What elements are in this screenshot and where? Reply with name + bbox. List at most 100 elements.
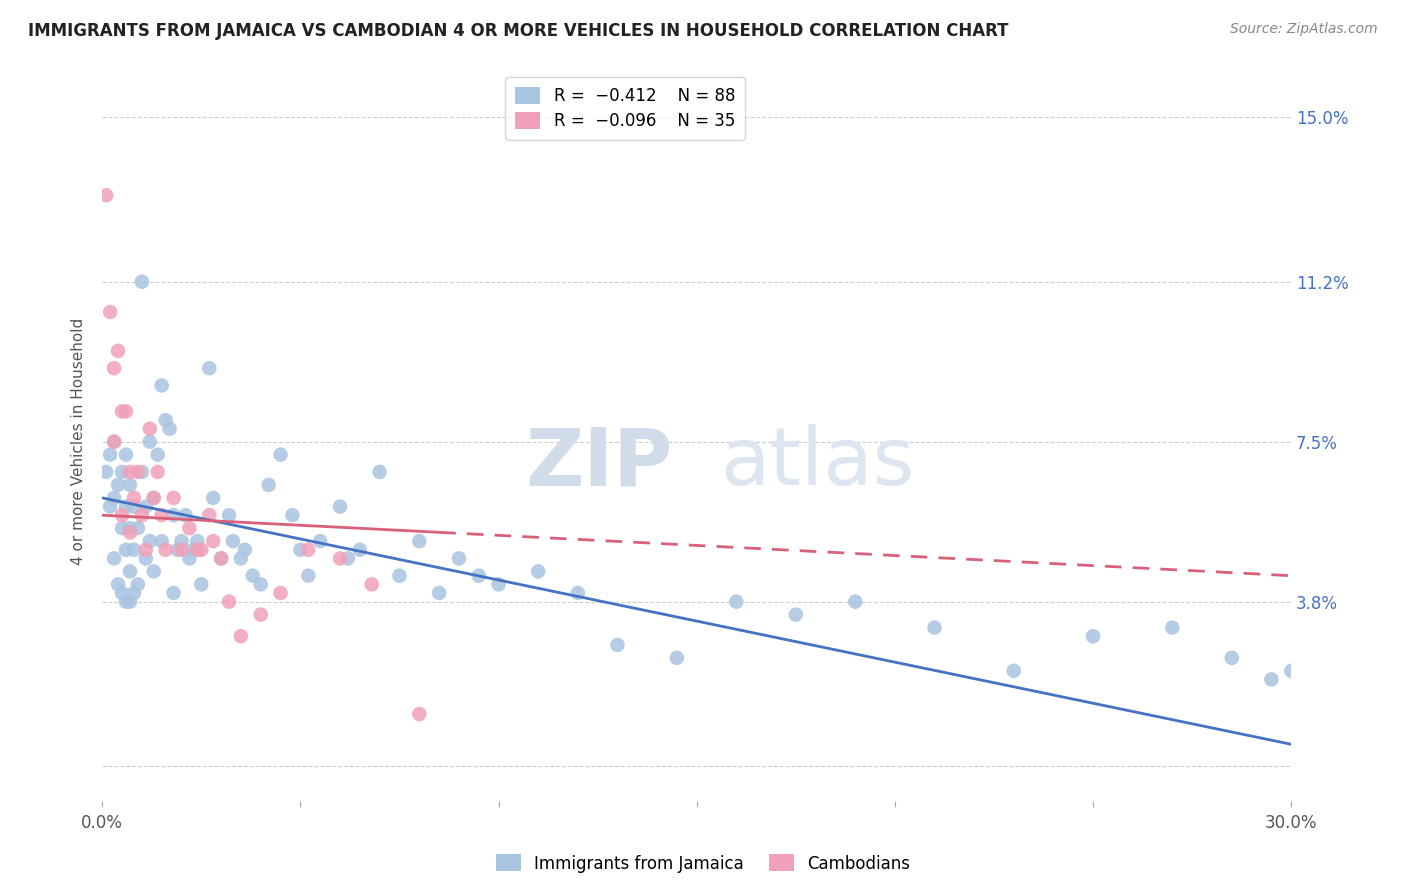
Point bbox=[142, 565, 165, 579]
Point bbox=[103, 551, 125, 566]
Point bbox=[122, 542, 145, 557]
Point bbox=[408, 534, 430, 549]
Point bbox=[427, 586, 450, 600]
Point bbox=[111, 508, 134, 523]
Point bbox=[360, 577, 382, 591]
Point bbox=[111, 521, 134, 535]
Point bbox=[162, 491, 184, 505]
Point bbox=[127, 577, 149, 591]
Point bbox=[127, 465, 149, 479]
Point bbox=[118, 521, 141, 535]
Point bbox=[150, 534, 173, 549]
Point bbox=[135, 542, 157, 557]
Point bbox=[166, 542, 188, 557]
Point bbox=[131, 508, 153, 523]
Point bbox=[198, 508, 221, 523]
Point bbox=[270, 448, 292, 462]
Point bbox=[155, 413, 177, 427]
Point bbox=[122, 491, 145, 505]
Point bbox=[329, 500, 352, 514]
Point bbox=[249, 607, 271, 622]
Point bbox=[115, 500, 138, 514]
Point bbox=[118, 465, 141, 479]
Point bbox=[488, 577, 510, 591]
Point bbox=[229, 629, 252, 643]
Point bbox=[725, 594, 748, 608]
Point bbox=[146, 448, 169, 462]
Point bbox=[142, 491, 165, 505]
Point bbox=[103, 434, 125, 449]
Point bbox=[122, 500, 145, 514]
Point bbox=[139, 434, 162, 449]
Point bbox=[139, 534, 162, 549]
Point bbox=[162, 508, 184, 523]
Point bbox=[118, 525, 141, 540]
Point bbox=[336, 551, 359, 566]
Point bbox=[229, 551, 252, 566]
Point bbox=[118, 594, 141, 608]
Point bbox=[1279, 664, 1302, 678]
Point bbox=[111, 586, 134, 600]
Point bbox=[1002, 664, 1025, 678]
Point bbox=[388, 568, 411, 582]
Point bbox=[131, 465, 153, 479]
Point bbox=[606, 638, 628, 652]
Point bbox=[179, 521, 201, 535]
Point bbox=[142, 491, 165, 505]
Point bbox=[297, 568, 319, 582]
Point bbox=[122, 586, 145, 600]
Point bbox=[103, 491, 125, 505]
Point bbox=[127, 521, 149, 535]
Point bbox=[170, 534, 193, 549]
Point bbox=[103, 361, 125, 376]
Point bbox=[527, 565, 550, 579]
Point bbox=[150, 378, 173, 392]
Point bbox=[98, 305, 121, 319]
Text: Source: ZipAtlas.com: Source: ZipAtlas.com bbox=[1230, 22, 1378, 37]
Point bbox=[98, 500, 121, 514]
Point bbox=[107, 577, 129, 591]
Point bbox=[118, 565, 141, 579]
Point bbox=[170, 542, 193, 557]
Point bbox=[174, 508, 197, 523]
Point bbox=[162, 586, 184, 600]
Point bbox=[150, 508, 173, 523]
Point bbox=[202, 491, 225, 505]
Point bbox=[447, 551, 470, 566]
Point bbox=[924, 621, 946, 635]
Point bbox=[111, 465, 134, 479]
Text: ZIP: ZIP bbox=[526, 425, 673, 502]
Point bbox=[1288, 681, 1310, 695]
Point bbox=[183, 542, 205, 557]
Point bbox=[115, 448, 138, 462]
Point bbox=[209, 551, 232, 566]
Point bbox=[135, 500, 157, 514]
Point bbox=[107, 343, 129, 358]
Point bbox=[309, 534, 332, 549]
Point bbox=[96, 188, 118, 202]
Point bbox=[785, 607, 807, 622]
Point bbox=[111, 404, 134, 418]
Point bbox=[155, 542, 177, 557]
Point bbox=[329, 551, 352, 566]
Text: atlas: atlas bbox=[720, 425, 915, 502]
Point bbox=[1081, 629, 1104, 643]
Point bbox=[270, 586, 292, 600]
Point bbox=[233, 542, 256, 557]
Point bbox=[1320, 706, 1343, 721]
Point bbox=[159, 422, 181, 436]
Point bbox=[139, 422, 162, 436]
Point bbox=[665, 650, 688, 665]
Point bbox=[115, 404, 138, 418]
Text: IMMIGRANTS FROM JAMAICA VS CAMBODIAN 4 OR MORE VEHICLES IN HOUSEHOLD CORRELATION: IMMIGRANTS FROM JAMAICA VS CAMBODIAN 4 O… bbox=[28, 22, 1008, 40]
Point bbox=[209, 551, 232, 566]
Point bbox=[349, 542, 371, 557]
Point bbox=[218, 508, 240, 523]
Point bbox=[249, 577, 271, 591]
Point bbox=[103, 434, 125, 449]
Point bbox=[131, 275, 153, 289]
Point bbox=[567, 586, 589, 600]
Point bbox=[190, 542, 212, 557]
Legend: R =  −0.412    N = 88, R =  −0.096    N = 35: R = −0.412 N = 88, R = −0.096 N = 35 bbox=[505, 77, 745, 140]
Point bbox=[198, 361, 221, 376]
